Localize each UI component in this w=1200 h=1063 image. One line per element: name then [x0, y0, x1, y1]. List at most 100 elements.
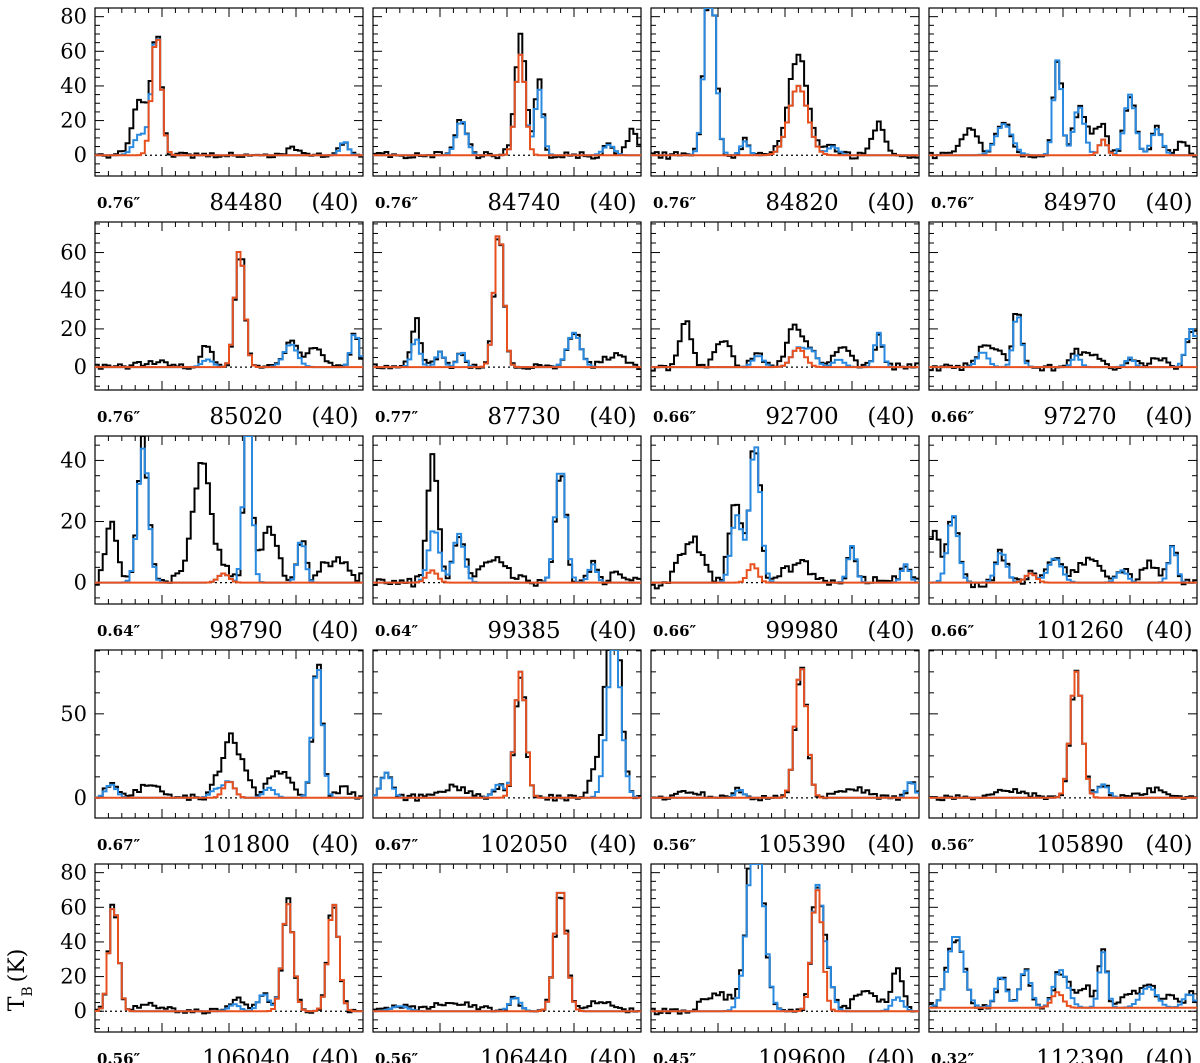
- y-tick-label: 40: [60, 448, 87, 472]
- panel-frame: [650, 435, 920, 605]
- full-model-spectrum: [373, 650, 641, 799]
- y-tick-label: 80: [60, 861, 87, 885]
- species-model-spectrum: [95, 572, 363, 584]
- full-model-spectrum: [929, 316, 1197, 369]
- width-label: (40): [867, 190, 914, 216]
- width-label: (40): [589, 1046, 636, 1063]
- spectrum-panel-112390: 0.32″ 112390 (40): [928, 863, 1198, 1063]
- spectrum-panel-92700: 0.66″ 92700 (40): [650, 221, 920, 430]
- width-label: (40): [867, 832, 914, 858]
- full-model-spectrum: [651, 668, 919, 799]
- width-label: (40): [589, 404, 636, 430]
- frequency-label: 84820: [765, 190, 838, 216]
- spectrum-panel-102050: 0.67″ 102050 (40): [372, 649, 642, 858]
- species-model-spectrum: [95, 903, 363, 1013]
- frequency-label: 101260: [1036, 618, 1124, 644]
- y-tick-label: 0: [74, 571, 87, 595]
- y-tick-label: 20: [60, 109, 87, 133]
- y-tick-label: 60: [60, 39, 87, 63]
- beam-size-label: 0.67″: [375, 836, 419, 854]
- beam-size-label: 0.56″: [653, 836, 697, 854]
- beam-size-label: 0.77″: [375, 408, 419, 426]
- y-tick-label: 0: [74, 355, 87, 379]
- y-tick-label: 0: [74, 999, 87, 1023]
- frequency-label: 106040: [202, 1046, 290, 1063]
- full-model-spectrum: [929, 515, 1197, 584]
- spectrum-panel-106040: 0 20 40 60 80 0.56″ 106040 (40): [60, 861, 364, 1063]
- species-model-spectrum: [651, 889, 919, 1013]
- panel-frame: [928, 435, 1198, 605]
- y-tick-label: 50: [60, 702, 87, 726]
- spectrum-panel-87730: 0.77″ 87730 (40): [372, 221, 642, 430]
- full-model-spectrum: [651, 864, 919, 1013]
- frequency-label: 105890: [1036, 832, 1124, 858]
- observed-spectrum: [95, 436, 363, 586]
- full-model-spectrum: [929, 59, 1197, 157]
- y-axis-label: TB(K): [5, 949, 36, 1012]
- spectrum-panel-84970: 0.76″ 84970 (40): [928, 7, 1198, 216]
- spectrum-panel-106440: 0.56″ 106440 (40): [372, 863, 642, 1063]
- beam-size-label: 0.56″: [97, 1050, 141, 1063]
- y-tick-label: 60: [60, 895, 87, 919]
- y-tick-label: 0: [74, 143, 87, 167]
- width-label: (40): [311, 832, 358, 858]
- observed-spectrum: [373, 32, 641, 160]
- panel-frame: [94, 7, 364, 177]
- frequency-label: 101800: [202, 832, 290, 858]
- width-label: (40): [1145, 1046, 1192, 1063]
- frequency-label: 98790: [209, 618, 282, 644]
- y-tick-label: 60: [60, 241, 87, 265]
- y-tick-label: 40: [60, 74, 87, 98]
- observed-spectrum: [651, 864, 919, 1016]
- species-model-spectrum: [929, 991, 1197, 1009]
- y-tick-label: 40: [60, 279, 87, 303]
- observed-spectrum: [373, 650, 641, 802]
- spectrum-panel-101260: 0.66″ 101260 (40): [928, 435, 1198, 644]
- frequency-label: 99980: [765, 618, 838, 644]
- frequency-label: 84480: [209, 190, 282, 216]
- spectrum-panel-84740: 0.76″ 84740 (40): [372, 7, 642, 216]
- panel-frame: [372, 435, 642, 605]
- width-label: (40): [589, 190, 636, 216]
- spectrum-panel-84480: 0 20 40 60 80 0.76″ 84480 (40): [60, 5, 364, 216]
- width-label: (40): [867, 1046, 914, 1063]
- species-model-spectrum: [95, 38, 363, 157]
- species-model-spectrum: [373, 891, 641, 1013]
- beam-size-label: 0.32″: [931, 1050, 975, 1063]
- species-model-spectrum: [929, 572, 1197, 584]
- spectrum-panel-84820: 0.76″ 84820 (40): [650, 7, 920, 216]
- observed-spectrum: [929, 516, 1197, 589]
- species-model-spectrum: [651, 563, 919, 584]
- width-label: (40): [311, 404, 358, 430]
- width-label: (40): [1145, 404, 1192, 430]
- spectrum-panel-99980: 0.66″ 99980 (40): [650, 435, 920, 644]
- full-model-spectrum: [929, 936, 1197, 1009]
- species-model-spectrum: [95, 251, 363, 369]
- frequency-label: 106440: [480, 1046, 568, 1063]
- beam-size-label: 0.56″: [931, 836, 975, 854]
- observed-spectrum: [373, 453, 641, 588]
- beam-size-label: 0.76″: [375, 194, 419, 212]
- species-model-spectrum: [95, 781, 363, 799]
- full-model-spectrum: [95, 436, 363, 584]
- species-model-spectrum: [373, 569, 641, 584]
- y-tick-label: 40: [60, 930, 87, 954]
- species-model-spectrum: [929, 138, 1197, 157]
- frequency-label: 84970: [1043, 190, 1116, 216]
- spectrum-panel-98790: 0 20 40 0.64″ 98790 (40): [60, 435, 364, 644]
- beam-size-label: 0.66″: [653, 408, 697, 426]
- beam-size-label: 0.64″: [375, 622, 419, 640]
- observed-spectrum: [651, 666, 919, 802]
- spectrum-panel-99385: 0.64″ 99385 (40): [372, 435, 642, 644]
- frequency-label: 112390: [1036, 1046, 1124, 1063]
- frequency-label: 97270: [1043, 404, 1116, 430]
- full-model-spectrum: [95, 38, 363, 157]
- y-tick-label: 20: [60, 965, 87, 989]
- spectrum-panel-97270: 0.66″ 97270 (40): [928, 221, 1198, 430]
- y-tick-label: 80: [60, 5, 87, 29]
- observed-spectrum: [373, 896, 641, 1014]
- frequency-label: 85020: [209, 404, 282, 430]
- beam-size-label: 0.56″: [375, 1050, 419, 1063]
- panel-frame: [650, 863, 920, 1033]
